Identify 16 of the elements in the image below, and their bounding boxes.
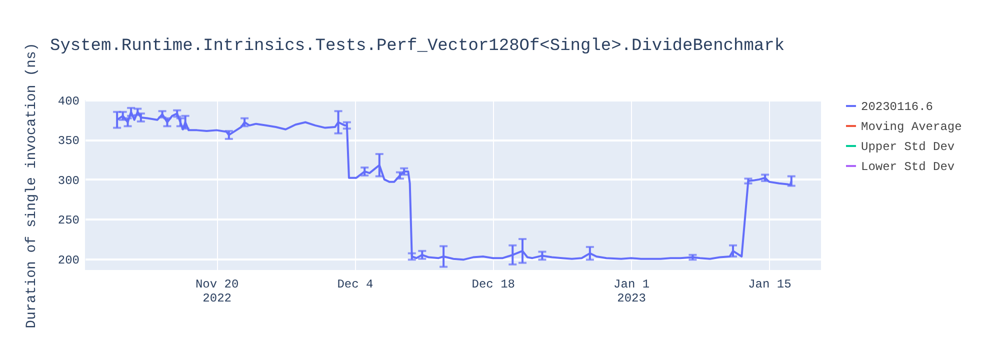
y-tick-label: 350: [58, 134, 80, 148]
y-tick-label: 250: [58, 214, 80, 228]
x-tick-label: Dec 4: [337, 278, 374, 292]
legend-label: Upper Std Dev: [861, 140, 955, 154]
y-tick-label: 400: [58, 94, 80, 108]
y-axis-title: Duration of single invocation (ns): [24, 42, 40, 328]
chart-title: System.Runtime.Intrinsics.Tests.Perf_Vector128Of<Single>.DivideBenchmark: [50, 37, 785, 56]
y-tick-label: 200: [58, 253, 80, 268]
y-tick-label: 300: [58, 174, 80, 188]
x-tick-label: Dec 18: [472, 278, 515, 292]
legend-label: Moving Average: [861, 120, 962, 134]
x-tick-label: Jan 1 2023: [614, 278, 650, 306]
x-tick-label: Jan 15: [748, 278, 792, 292]
legend-label: Lower Std Dev: [861, 160, 955, 174]
x-tick-label: Nov 20 2022: [195, 278, 239, 306]
legend-label: 20230116.6: [861, 100, 934, 114]
